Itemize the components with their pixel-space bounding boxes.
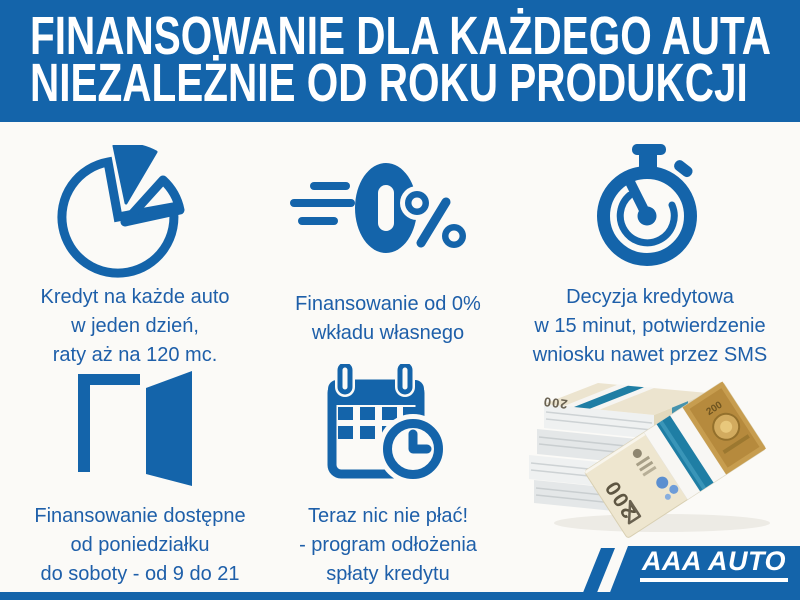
logo-banner-shape (580, 546, 800, 600)
banknote-value-top: 200 (542, 394, 568, 412)
feature-line: raty aż na 120 mc. (52, 344, 218, 366)
feature-line: w jeden dzień, (71, 315, 199, 337)
money-stacks-image: 200 200 200 (529, 381, 770, 538)
calendar-clock-icon (327, 364, 447, 484)
feature-line: Teraz nic nie płać! (307, 505, 469, 527)
feature-line: wniosku nawet przez SMS (532, 344, 768, 366)
feature-line: Kredyt na każde auto (40, 286, 230, 308)
footer-strip (0, 592, 800, 600)
feature-line: Finansowanie dostępne (34, 505, 246, 527)
feature-line: wkładu własnego (311, 322, 465, 344)
feature-line: do soboty - od 9 do 21 (40, 563, 240, 585)
feature-line: Finansowanie od 0% (295, 293, 481, 315)
feature-line: w 15 minut, potwierdzenie (534, 315, 766, 337)
feature-text-decision: Decyzja kredytowa w 15 minut, potwierdze… (515, 283, 785, 370)
feature-text-deferred-payment: Teraz nic nie płać! - program odłożenia … (263, 502, 513, 589)
feature-line: Decyzja kredytowa (566, 286, 734, 308)
feature-line: od poniedziałku (70, 534, 210, 556)
pie-chart-icon (57, 145, 185, 278)
feature-line: - program odłożenia (299, 534, 477, 556)
header-title-line1: FINANSOWANIE DLA KAŻDEGO AUTA (30, 6, 771, 66)
open-door-icon (78, 371, 192, 486)
feature-text-credit: Kredyt na każde auto w jeden dzień, raty… (10, 283, 260, 370)
stopwatch-icon (597, 144, 697, 266)
zero-percent-icon (290, 163, 466, 253)
feature-text-zero-percent: Finansowanie od 0% wkładu własnego (263, 290, 513, 348)
header-banner: FINANSOWANIE DLA KAŻDEGO AUTA NIEZALEŻNI… (0, 0, 800, 122)
feature-text-availability: Finansowanie dostępne od poniedziałku do… (10, 502, 270, 589)
header-title: FINANSOWANIE DLA KAŻDEGO AUTA NIEZALEŻNI… (30, 6, 771, 113)
feature-line: spłaty kredytu (326, 563, 450, 585)
aaa-auto-logo: AAA AUTO (640, 548, 788, 582)
header-title-line2: NIEZALEŻNIE OD ROKU PRODUKCJI (30, 53, 748, 113)
